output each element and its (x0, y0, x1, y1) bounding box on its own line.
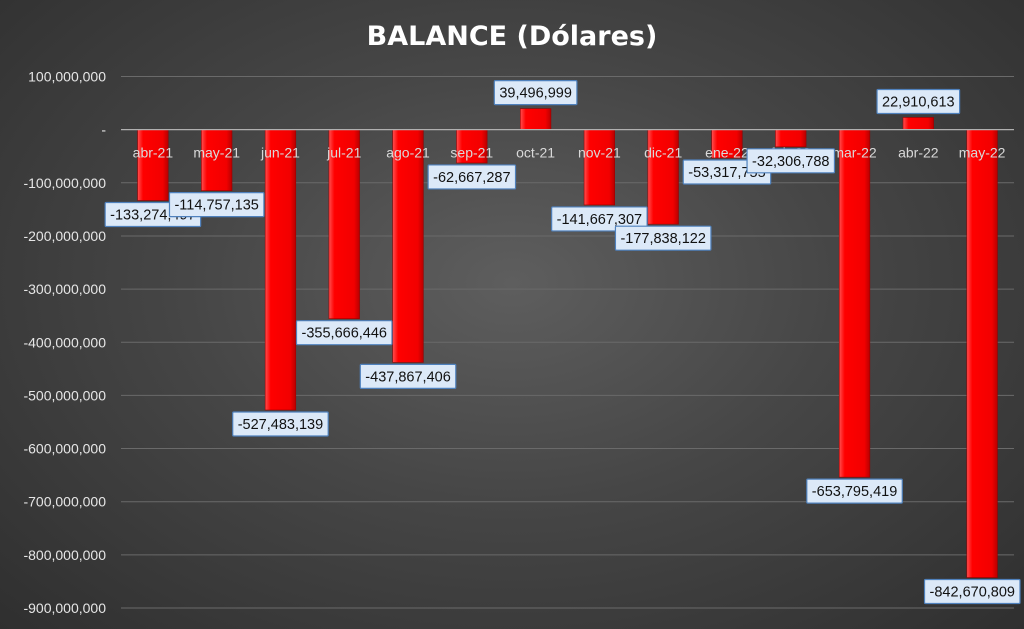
y-tick-label: -600,000,000 (23, 441, 106, 457)
data-label-text: 22,910,613 (882, 94, 955, 110)
data-label-text: -653,795,419 (812, 484, 897, 500)
y-tick-label: -200,000,000 (23, 228, 106, 244)
y-axis-tick-labels: 100,000,000 - -100,000,000 -200,000,000 -300… (23, 69, 106, 617)
data-label-box (295, 320, 393, 346)
data-label-box (806, 478, 903, 504)
y-tick-label: -500,000,000 (23, 387, 106, 403)
category-label: mar-22 (832, 145, 877, 161)
gridlines (121, 76, 1014, 609)
data-label-box (614, 225, 712, 251)
data-labels: -133,274,497-114,757,135-527,483,139-355… (104, 80, 1021, 605)
data-label-text: -842,670,809 (930, 585, 1015, 601)
data-label: -177,838,122 (614, 225, 712, 251)
data-label-text: -53,317,755 (688, 165, 765, 181)
data-label-text: -437,867,406 (365, 369, 450, 385)
bar-dic-21 (647, 129, 679, 225)
data-label: -527,483,139 (232, 411, 329, 437)
category-label: sep-21 (450, 145, 493, 161)
data-label-text: -141,667,307 (557, 212, 642, 228)
data-label-text: -32,306,788 (752, 154, 829, 170)
data-label: -114,757,135 (168, 192, 265, 218)
data-label-box (168, 192, 265, 218)
data-label: -842,670,809 (923, 578, 1021, 605)
data-label-box (551, 206, 648, 232)
y-tick-label: -900,000,000 (23, 600, 106, 616)
bar-ene-22 (711, 129, 743, 159)
bars (137, 108, 998, 578)
category-label: abr-21 (133, 145, 174, 161)
data-label-text: 39,496,999 (499, 86, 572, 102)
data-label-text: -114,757,135 (174, 198, 258, 214)
data-label-text: -62,667,287 (433, 170, 510, 186)
y-tick-label: 100,000,000 (28, 69, 106, 85)
category-label: jun-21 (260, 145, 300, 161)
data-label-box (359, 363, 457, 389)
category-label: nov-21 (578, 145, 621, 161)
data-label-text: -177,838,122 (620, 231, 705, 247)
data-label: -355,666,446 (295, 320, 393, 346)
data-label-box (923, 578, 1021, 605)
data-label-text: -527,483,139 (238, 417, 323, 433)
data-label-box (746, 148, 836, 174)
data-label: 39,496,999 (493, 80, 578, 106)
data-label: -437,867,406 (359, 363, 457, 389)
bar-jul-21 (328, 129, 360, 319)
category-label: ago-21 (386, 145, 430, 161)
category-label: dic-21 (644, 145, 682, 161)
data-label: -141,667,307 (551, 206, 648, 232)
bar-nov-21 (583, 129, 616, 206)
bar-oct-21 (519, 108, 552, 130)
bar-mar-22 (838, 129, 871, 478)
data-label: -53,317,755 (682, 159, 772, 185)
y-tick-label: -700,000,000 (23, 494, 106, 510)
y-tick-label: - (101, 122, 106, 138)
y-tick-label: -400,000,000 (23, 334, 106, 350)
y-tick-label: -100,000,000 (23, 175, 106, 191)
bar-may-22 (966, 129, 998, 578)
data-label-box (232, 411, 329, 437)
bar-sep-21 (456, 129, 488, 164)
y-tick-label: -300,000,000 (23, 281, 106, 297)
chart-title: BALANCE (Dólares) (367, 21, 658, 52)
category-label: oct-21 (516, 145, 555, 161)
category-label: jul-21 (326, 145, 361, 161)
data-label: 22,910,613 (876, 88, 961, 115)
data-label: -32,306,788 (746, 148, 836, 174)
y-tick-label: -800,000,000 (23, 547, 106, 563)
data-label-text: -355,666,446 (302, 326, 387, 342)
bar-jun-21 (264, 129, 297, 411)
category-label: may-21 (193, 145, 240, 161)
category-label: ene-22 (705, 145, 749, 161)
bar-abr-22 (902, 117, 934, 130)
category-label: may-22 (959, 145, 1006, 161)
category-label: abr-22 (898, 145, 939, 161)
data-label: -653,795,419 (806, 478, 903, 504)
bar-abr-21 (137, 129, 169, 201)
data-label-box (493, 80, 578, 106)
bar-ago-21 (392, 129, 424, 363)
data-label-box (427, 164, 517, 190)
data-label-box (876, 88, 961, 115)
data-label: -62,667,287 (427, 164, 517, 190)
category-labels: abr-21 may-21 jun-21 jul-21 ago-21 sep-21 oct-… (133, 145, 1006, 161)
